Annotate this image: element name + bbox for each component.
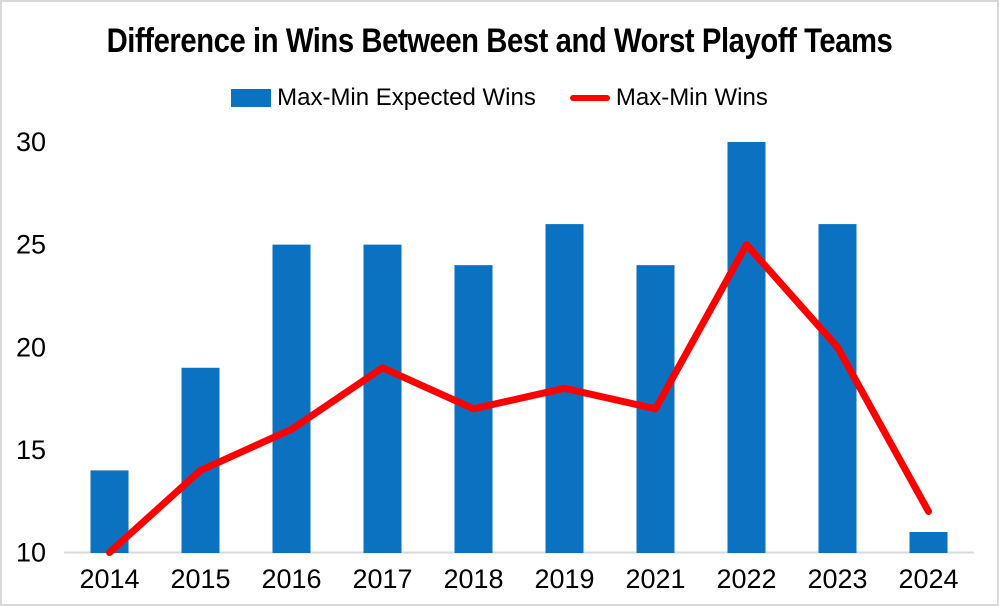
x-label-2023: 2023 (807, 564, 867, 594)
x-label-2019: 2019 (534, 564, 594, 594)
bar-2016 (272, 244, 311, 553)
x-label-2015: 2015 (170, 564, 230, 594)
legend: Max-Min Expected Wins Max-Min Wins (2, 84, 997, 112)
bar-2015 (181, 367, 220, 553)
line-series-swatch (569, 95, 610, 101)
x-label-2021: 2021 (625, 564, 685, 594)
bar-2024 (909, 531, 948, 553)
x-label-2022: 2022 (716, 564, 776, 594)
x-label-2017: 2017 (352, 564, 412, 594)
legend-item-wins: Max-Min Wins (569, 84, 768, 112)
wins-line (106, 241, 932, 556)
y-tick-15: 15 (16, 435, 46, 465)
bar-2022 (727, 142, 766, 553)
x-label-2014: 2014 (79, 564, 139, 594)
x-label-2018: 2018 (443, 564, 503, 594)
y-tick-20: 20 (16, 332, 46, 362)
legend-label-wins: Max-Min Wins (615, 84, 768, 111)
chart-title: Difference in Wins Between Best and Wors… (106, 22, 893, 60)
legend-item-expected-wins: Max-Min Expected Wins (231, 84, 536, 112)
bar-2023 (818, 224, 857, 553)
y-tick-30: 30 (16, 127, 46, 157)
bar-series-swatch (231, 89, 272, 107)
y-tick-10: 10 (16, 538, 46, 568)
x-label-2016: 2016 (261, 564, 321, 594)
bar-2017 (363, 244, 402, 553)
legend-label-expected-wins: Max-Min Expected Wins (277, 84, 536, 111)
y-tick-25: 25 (16, 230, 46, 260)
x-label-2024: 2024 (898, 564, 958, 594)
